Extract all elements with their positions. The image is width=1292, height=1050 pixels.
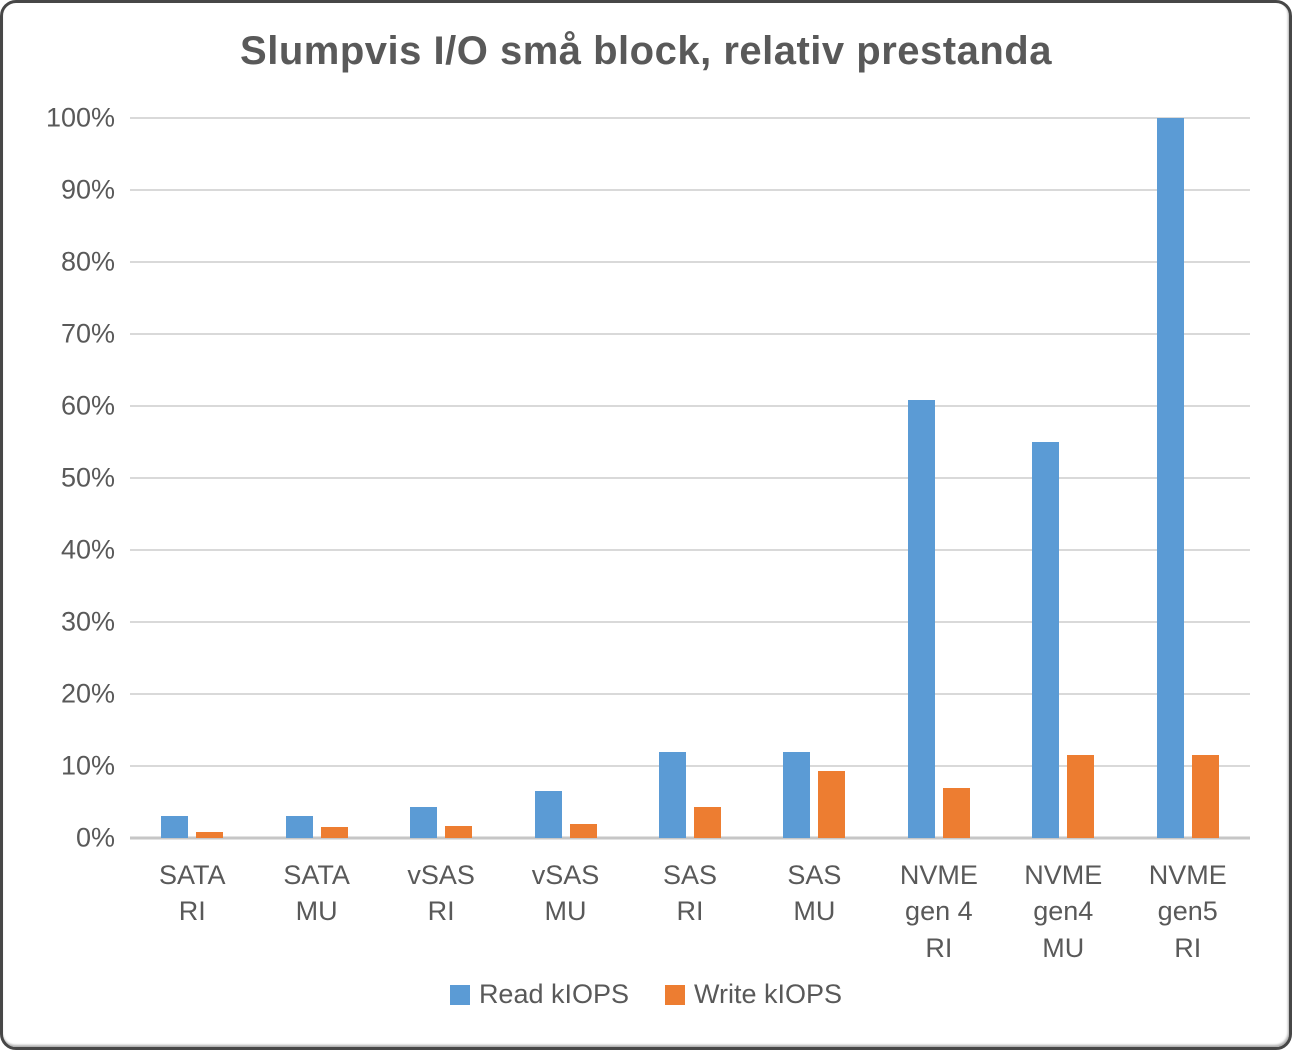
chart-title: Slumpvis I/O små block, relativ prestand… (240, 29, 1052, 73)
bar-group-9 (1126, 118, 1250, 838)
x-tick-label-1: SATA RI (158, 860, 226, 927)
y-tick-label-60: 60% (60, 390, 115, 421)
x-axis: SATA RI SATA MU vSAS RI vSAS MU SAS RI SAS MU… (130, 857, 1250, 966)
x-tick-label-2: SATA MU (283, 860, 350, 927)
x-tick-label-9: NVME gen5 RI (1148, 860, 1227, 963)
write-kiops-bar-7 (942, 787, 970, 838)
x-tick-label-7: NVME gen 4 RI (899, 860, 978, 963)
bar-group-4 (503, 118, 627, 838)
bar-group-3 (379, 118, 503, 838)
read-kiops-bar-6 (783, 751, 811, 838)
gridline-70 (130, 333, 1250, 335)
write-kiops-bar-9 (1191, 755, 1219, 838)
bar-group-8 (1001, 118, 1125, 838)
write-kiops-bar-4 (569, 823, 597, 838)
y-tick-label-100: 100% (45, 102, 115, 133)
read-kiops-bar-7 (907, 400, 935, 838)
bar-group-1 (130, 118, 254, 838)
read-kiops-bar-9 (1156, 118, 1184, 838)
bar-group-6 (752, 118, 876, 838)
x-tick-label-8: NVME gen4 MU (1024, 860, 1103, 963)
legend-entry-write-kiops: Write kIOPS (665, 979, 842, 1010)
read-kiops-bar-3 (410, 807, 438, 838)
write-kiops-bar-6 (818, 771, 846, 838)
y-tick-label-90: 90% (60, 174, 115, 205)
write-kiops-bar-1 (196, 831, 224, 838)
x-tick-label-6: SAS MU (787, 860, 842, 927)
y-tick-label-40: 40% (60, 534, 115, 565)
read-kiops-bar-1 (161, 815, 189, 838)
gridline-30 (130, 621, 1250, 623)
legend-swatch-icon (665, 984, 686, 1005)
gridline-20 (130, 693, 1250, 695)
bars-container (130, 118, 1250, 838)
bar-group-2 (254, 118, 378, 838)
y-tick-label-20: 20% (60, 678, 115, 709)
gridline-90 (130, 189, 1250, 191)
write-kiops-bar-8 (1067, 755, 1095, 838)
legend-swatch-icon (449, 984, 470, 1005)
gridline-60 (130, 405, 1250, 407)
x-tick-label-5: SAS RI (662, 860, 717, 927)
y-tick-label-50: 50% (60, 462, 115, 493)
y-tick-label-80: 80% (60, 246, 115, 277)
y-tick-label-10: 10% (60, 750, 115, 781)
write-kiops-bar-2 (320, 827, 348, 838)
gridline-40 (130, 549, 1250, 551)
write-kiops-bar-3 (445, 826, 473, 838)
y-tick-label-0: 0% (75, 822, 115, 853)
write-kiops-bar-5 (693, 807, 721, 838)
gridline-100 (130, 117, 1250, 119)
bar-group-5 (628, 118, 752, 838)
y-tick-label-70: 70% (60, 318, 115, 349)
x-tick-label-3: vSAS RI (407, 860, 475, 927)
y-tick-label-30: 30% (60, 606, 115, 637)
x-axis-line (130, 836, 1250, 840)
read-kiops-bar-8 (1032, 442, 1060, 838)
x-tick-label-4: vSAS MU (531, 860, 600, 927)
gridline-80 (130, 261, 1250, 263)
read-kiops-bar-4 (534, 791, 562, 838)
read-kiops-bar-2 (285, 815, 313, 838)
legend-entry-read-kiops: Read kIOPS (449, 979, 630, 1010)
y-axis: 0% 10% 20% 30% 40% 50% 60% 70% 80% 90% 100% (3, 103, 115, 853)
legend-label: Write kIOPS (694, 979, 843, 1009)
legend: Read kIOPS Write kIOPS (3, 979, 1289, 1010)
bar-group-7 (877, 118, 1001, 838)
plot-area (130, 117, 1250, 840)
gridline-50 (130, 477, 1250, 479)
read-kiops-bar-5 (658, 751, 686, 838)
legend-label: Read kIOPS (478, 979, 630, 1009)
gridline-10 (130, 765, 1250, 767)
